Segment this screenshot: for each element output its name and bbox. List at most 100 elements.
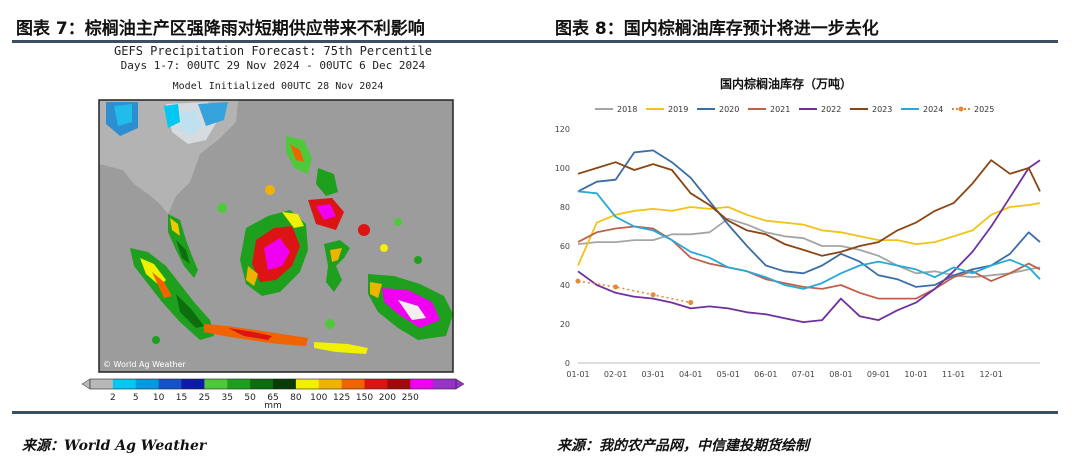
colorbar-tick-label: 35 [222, 393, 233, 403]
new-guinea [368, 274, 453, 340]
map-heading-line1: GEFS Precipitation Forecast: 75th Percen… [114, 44, 432, 58]
precipitation-map-panel: GEFS Precipitation Forecast: 75th Percen… [68, 44, 478, 411]
legend-item-2021: 2021 [748, 105, 790, 114]
legend-item-2023: 2023 [850, 105, 892, 114]
sulawesi [324, 240, 350, 292]
series-line-2025 [577, 280, 691, 304]
map-frame: © World Ag Weather [98, 99, 454, 373]
sumatra [130, 248, 214, 340]
x-tick-label: 09-01 [867, 370, 890, 379]
precipitation-map-svg: GEFS Precipitation Forecast: 75th Percen… [81, 44, 465, 411]
philippines [286, 136, 344, 230]
colorbar-swatch [387, 379, 411, 389]
chart-title: 国内棕榈油库存（万吨） [720, 76, 852, 91]
x-tick-label: 07-01 [792, 370, 815, 379]
y-tick-label: 20 [560, 320, 570, 329]
legend-label: 2021 [770, 105, 790, 114]
series-point-2025 [688, 300, 694, 306]
colorbar-swatch [181, 379, 205, 389]
series-point-2025 [575, 278, 581, 284]
legend-item-2025: 2025 [952, 105, 994, 114]
colorbar-swatch [410, 379, 434, 389]
map-heading-line3: Model Initialized 00UTC 28 Nov 2024 [173, 81, 384, 92]
y-tick-label: 60 [560, 242, 570, 251]
ocean-scatter [152, 185, 422, 344]
malay-peninsula [168, 214, 198, 278]
colorbar-swatch [112, 379, 137, 389]
colorbar-unit: mm [264, 401, 282, 410]
x-tick-label: 05-01 [717, 370, 740, 379]
colorbar-swatch [433, 379, 457, 389]
borneo [240, 210, 308, 296]
colorbar-swatch [204, 379, 228, 389]
right-panel-title: 图表 8：国内棕榈油库存预计将进一步去化 [555, 19, 879, 39]
series-line-2024 [577, 190, 1041, 290]
series-point-2025 [650, 292, 656, 298]
y-tick-label: 40 [560, 281, 570, 290]
series-line-2020 [577, 149, 1041, 288]
colorbar-swatch [227, 379, 251, 389]
colorbar-swatch [318, 379, 343, 389]
colorbar-tick-label: 65 [267, 393, 278, 403]
colorbar-tick-label: 200 [379, 393, 396, 403]
y-tick-label: 120 [555, 125, 570, 134]
legend-item-2022: 2022 [799, 105, 841, 114]
colorbar-swatch [295, 379, 320, 389]
colorbar-tick-label: 10 [153, 393, 165, 403]
colorbar-swatch [135, 379, 160, 389]
series-line-2018 [577, 217, 1041, 279]
left-panel-title: 图表 7：棕榈油主产区强降雨对短期供应带来不利影响 [16, 19, 425, 39]
right-source-note: 来源：我的农产品网，中信建投期货绘制 [557, 438, 809, 454]
legend-label: 2024 [923, 105, 943, 114]
colorbar-swatch [250, 379, 274, 389]
series-line-2022 [577, 159, 1041, 323]
chart-axes: 0 20 40 60 80 100 120 01-01 02-01 03-01 04-01 05-01… [555, 125, 1040, 379]
series-line-2019 [577, 202, 1041, 266]
colorbar-tick-label: 80 [290, 393, 302, 403]
x-tick-label: 12-01 [980, 370, 1003, 379]
legend-item-2019: 2019 [646, 105, 688, 114]
legend-item-2024: 2024 [901, 105, 943, 114]
colorbar-tick-label: 15 [176, 393, 187, 403]
legend-label: 2020 [719, 105, 739, 114]
colorbar-swatch [273, 379, 297, 389]
inventory-line-chart-svg: 国内棕榈油库存（万吨） 2018 2019 2020 2021 2022 2023 2024… [555, 76, 1041, 379]
x-tick-label: 04-01 [679, 370, 702, 379]
colorbar-swatch [364, 379, 388, 389]
java-and-islands [204, 324, 368, 354]
y-tick-label: 0 [565, 359, 570, 368]
x-tick-label: 10-01 [904, 370, 927, 379]
x-tick-label: 06-01 [754, 370, 777, 379]
legend-label: 2025 [974, 105, 994, 114]
x-tick-label: 11-01 [942, 370, 965, 379]
legend-item-2018: 2018 [595, 105, 637, 114]
colorbar-tick-label: 125 [333, 393, 350, 403]
chart-legend: 2018 2019 2020 2021 2022 2023 2024 2025 [595, 105, 994, 114]
colorbar-swatch [158, 379, 182, 389]
colorbar-tick-label: 2 [110, 393, 116, 403]
mainland-southeast-asia [99, 100, 238, 214]
colorbar-tick-label: 25 [199, 393, 210, 403]
map-watermark: © World Ag Weather [103, 360, 187, 369]
x-tick-label: 02-01 [604, 370, 627, 379]
colorbar-swatch [90, 379, 114, 389]
legend-label: 2018 [617, 105, 637, 114]
x-tick-label: 01-01 [566, 370, 589, 379]
legend-label: 2022 [821, 105, 841, 114]
chart-series-group [575, 149, 1041, 323]
colorbar-swatch [341, 379, 365, 389]
top-divider [12, 40, 1058, 43]
left-source-note: 来源：World Ag Weather [22, 438, 207, 454]
map-heading-line2: Days 1-7: 00UTC 29 Nov 2024 - 00UTC 6 De… [121, 59, 426, 72]
bottom-divider [12, 411, 1058, 414]
palm-oil-inventory-chart: 国内棕榈油库存（万吨） 2018 2019 2020 2021 2022 2023 2024… [540, 70, 1060, 410]
y-tick-label: 100 [555, 164, 570, 173]
colorbar-tick-label: 250 [402, 393, 419, 403]
x-tick-label: 03-01 [641, 370, 664, 379]
legend-item-2020: 2020 [697, 105, 739, 114]
legend-label: 2019 [668, 105, 688, 114]
colorbar-tick-label: 100 [310, 393, 327, 403]
y-tick-label: 80 [560, 203, 570, 212]
colorbar-tick-label: 5 [133, 393, 139, 403]
legend-label: 2023 [872, 105, 892, 114]
